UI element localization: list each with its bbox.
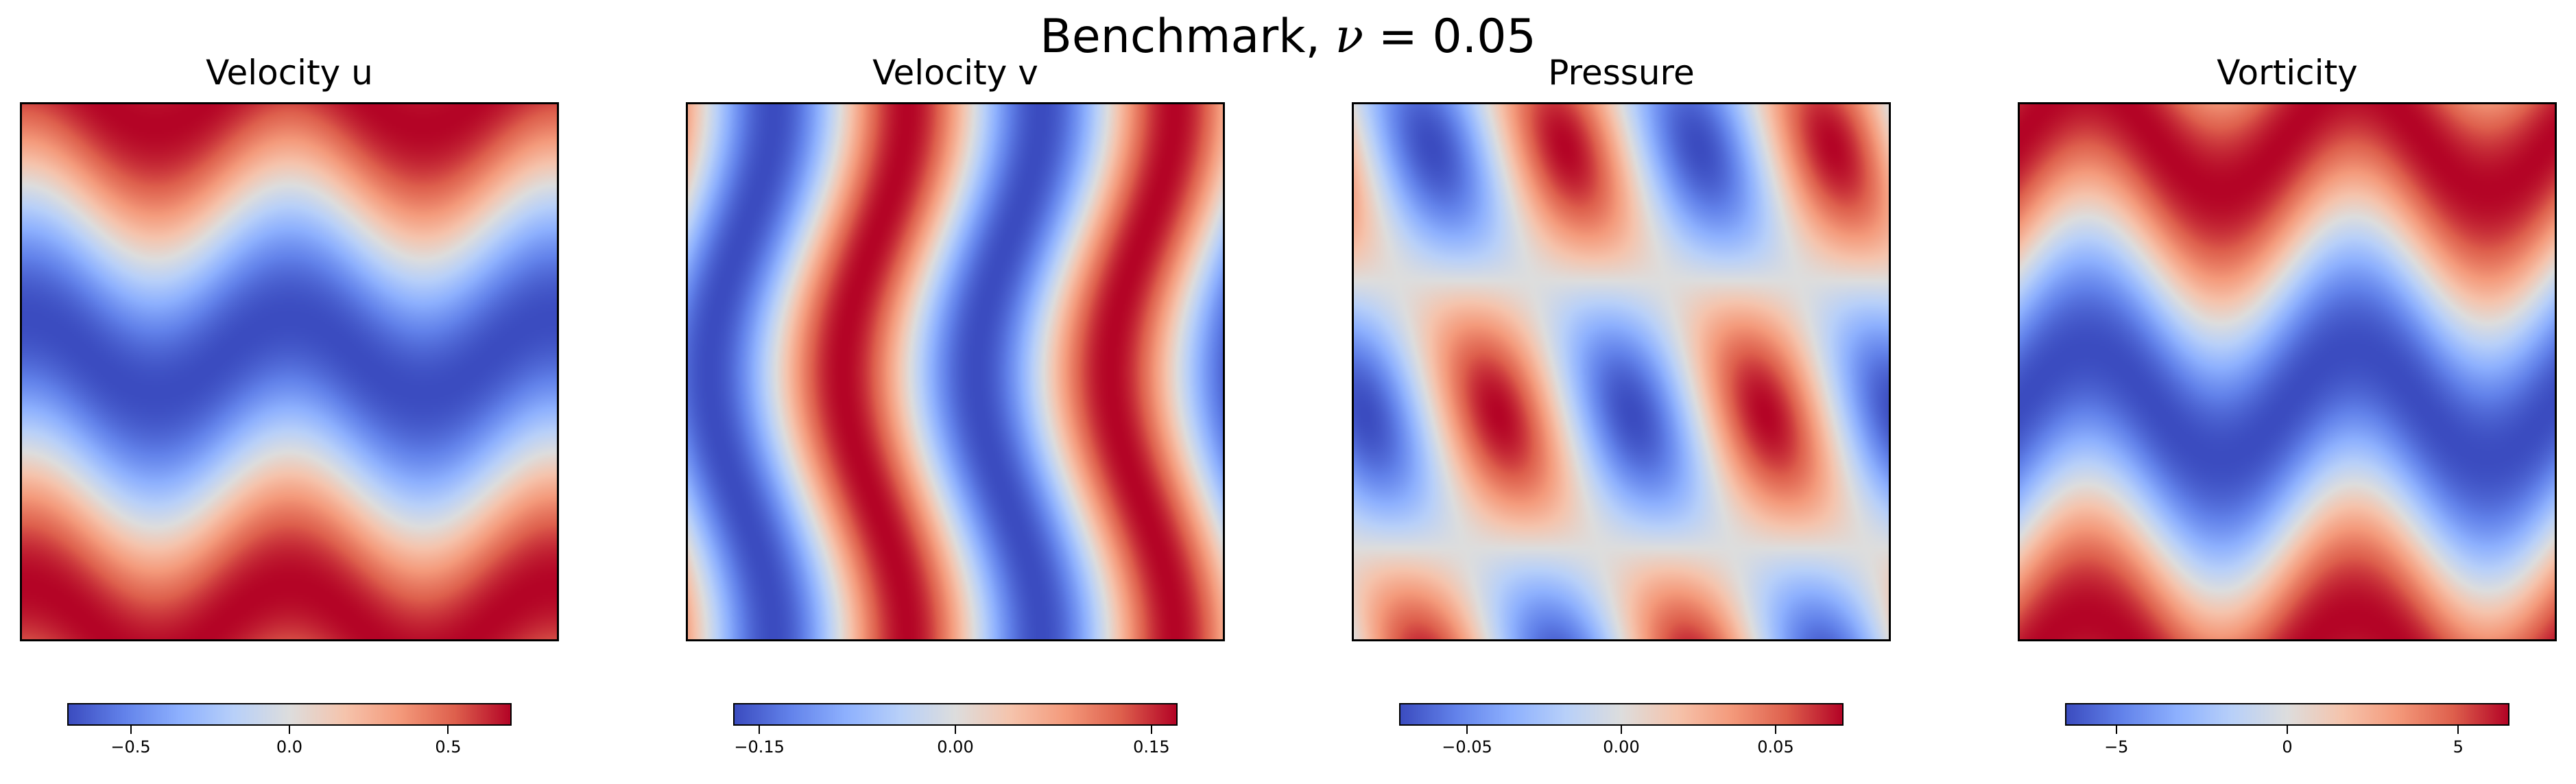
colorbar-canvas-pressure: [1400, 704, 1842, 724]
colorbar-pressure: [1399, 703, 1844, 726]
panel-title-velocity-v: Velocity v: [872, 53, 1038, 93]
colorbar-tick-label-velocity-u: 0.0: [276, 737, 303, 757]
colorbar-canvas-velocity-v: [735, 704, 1176, 724]
heatmap-canvas-pressure: [1354, 104, 1889, 639]
panel-title-vorticity: Vorticity: [2217, 53, 2358, 93]
colorbar-tick-label-velocity-v: −0.15: [734, 737, 785, 757]
colorbar-tick-label-vorticity: 0: [2282, 737, 2293, 757]
colorbar-tick-label-velocity-v: 0.15: [1133, 737, 1170, 757]
colorbar-tick-label-vorticity: 5: [2453, 737, 2464, 757]
colorbar-tick-label-pressure: −0.05: [1442, 737, 1492, 757]
heatmap-canvas-velocity-v: [688, 104, 1223, 639]
colorbar-velocity-u: [67, 703, 512, 726]
figure-suptitle: Benchmark, ν = 0.05: [0, 10, 2576, 64]
heatmap-velocity-u: [20, 102, 559, 641]
colorbar-tick-label-velocity-u: −0.5: [110, 737, 151, 757]
suptitle-prefix: Benchmark,: [1040, 10, 1335, 64]
colorbar-velocity-v: [733, 703, 1178, 726]
colorbar-tick-pressure: [1775, 726, 1776, 734]
colorbar-canvas-vorticity: [2066, 704, 2508, 724]
heatmap-velocity-v: [686, 102, 1225, 641]
colorbar-tick-velocity-v: [955, 726, 956, 734]
colorbar-tick-pressure: [1466, 726, 1468, 734]
colorbar-tick-velocity-u: [447, 726, 449, 734]
suptitle-nu-symbol: ν: [1335, 10, 1364, 64]
colorbar-tick-vorticity: [2457, 726, 2459, 734]
heatmap-vorticity: [2018, 102, 2557, 641]
colorbar-tick-pressure: [1621, 726, 1622, 734]
colorbar-vorticity: [2065, 703, 2509, 726]
panel-title-pressure: Pressure: [1548, 53, 1695, 93]
colorbar-tick-label-velocity-u: 0.5: [435, 737, 462, 757]
colorbar-tick-vorticity: [2115, 726, 2117, 734]
colorbar-tick-label-pressure: 0.00: [1603, 737, 1640, 757]
colorbar-tick-velocity-u: [130, 726, 132, 734]
colorbar-tick-velocity-v: [1150, 726, 1152, 734]
suptitle-suffix: = 0.05: [1363, 10, 1536, 64]
colorbar-tick-label-velocity-v: 0.00: [937, 737, 974, 757]
colorbar-tick-label-pressure: 0.05: [1757, 737, 1794, 757]
colorbar-tick-velocity-v: [759, 726, 761, 734]
heatmap-canvas-vorticity: [2020, 104, 2555, 639]
colorbar-canvas-velocity-u: [69, 704, 510, 724]
heatmap-canvas-velocity-u: [22, 104, 557, 639]
colorbar-tick-velocity-u: [289, 726, 290, 734]
panel-title-velocity-u: Velocity u: [206, 53, 373, 93]
heatmap-pressure: [1352, 102, 1891, 641]
colorbar-tick-vorticity: [2287, 726, 2288, 734]
colorbar-tick-label-vorticity: −5: [2104, 737, 2129, 757]
